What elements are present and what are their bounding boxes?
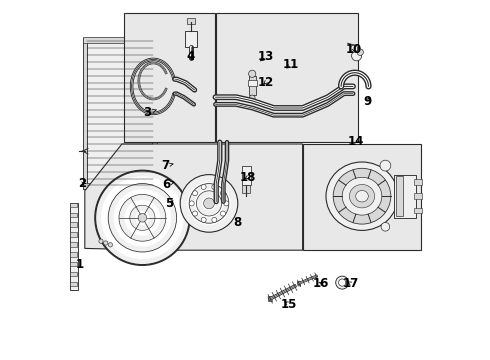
Circle shape xyxy=(180,175,238,232)
Circle shape xyxy=(187,182,231,225)
Circle shape xyxy=(336,276,349,289)
Text: 17: 17 xyxy=(343,277,359,290)
Circle shape xyxy=(201,184,206,189)
Circle shape xyxy=(224,201,229,206)
Text: 13: 13 xyxy=(258,50,274,63)
Bar xyxy=(70,282,77,286)
Polygon shape xyxy=(268,297,272,302)
Bar xyxy=(396,176,403,216)
Bar xyxy=(414,179,422,185)
Bar xyxy=(70,203,77,207)
Ellipse shape xyxy=(326,162,398,230)
Circle shape xyxy=(357,49,364,55)
Text: 2: 2 xyxy=(78,177,86,190)
Circle shape xyxy=(350,45,358,52)
Ellipse shape xyxy=(349,184,374,208)
Text: 4: 4 xyxy=(186,50,195,63)
Circle shape xyxy=(101,176,184,259)
Bar xyxy=(216,13,358,142)
Circle shape xyxy=(339,279,346,286)
Circle shape xyxy=(138,213,147,222)
Circle shape xyxy=(124,200,160,236)
Text: 5: 5 xyxy=(165,197,173,210)
Circle shape xyxy=(130,205,155,230)
Bar xyxy=(303,144,421,250)
Circle shape xyxy=(351,51,362,61)
Text: 6: 6 xyxy=(162,178,174,191)
Polygon shape xyxy=(297,282,301,286)
Bar xyxy=(123,13,216,142)
Text: 8: 8 xyxy=(233,216,241,229)
Circle shape xyxy=(248,70,256,77)
Circle shape xyxy=(212,217,217,222)
Circle shape xyxy=(114,189,171,247)
Text: 16: 16 xyxy=(313,277,329,290)
Bar xyxy=(83,37,157,43)
Circle shape xyxy=(380,160,391,171)
Text: 9: 9 xyxy=(363,95,371,108)
Bar xyxy=(70,203,77,290)
Text: 14: 14 xyxy=(348,135,364,148)
Bar xyxy=(414,193,422,199)
Circle shape xyxy=(220,191,225,196)
Text: 12: 12 xyxy=(258,76,274,89)
Circle shape xyxy=(189,201,194,206)
Bar xyxy=(70,233,77,237)
Ellipse shape xyxy=(342,177,382,215)
Text: 3: 3 xyxy=(143,106,157,119)
Circle shape xyxy=(193,211,197,216)
Circle shape xyxy=(249,95,255,101)
Circle shape xyxy=(204,198,215,209)
Bar xyxy=(85,38,155,189)
Bar xyxy=(215,172,223,180)
Circle shape xyxy=(96,171,189,265)
Bar xyxy=(70,212,77,217)
Circle shape xyxy=(135,211,149,225)
Bar xyxy=(187,18,195,24)
Circle shape xyxy=(193,191,197,196)
Bar xyxy=(215,184,225,194)
Ellipse shape xyxy=(356,190,368,202)
Circle shape xyxy=(108,243,113,247)
Circle shape xyxy=(189,184,229,223)
Text: 1: 1 xyxy=(75,258,83,271)
Bar xyxy=(394,175,416,218)
Text: 10: 10 xyxy=(346,43,362,56)
Bar xyxy=(83,183,157,189)
Circle shape xyxy=(196,191,221,216)
Circle shape xyxy=(201,217,206,222)
Circle shape xyxy=(220,211,225,216)
Polygon shape xyxy=(85,144,303,250)
Bar xyxy=(185,31,197,47)
Bar xyxy=(243,185,250,193)
Bar xyxy=(414,208,422,213)
Bar xyxy=(70,262,77,266)
Circle shape xyxy=(103,241,108,245)
Circle shape xyxy=(119,194,166,241)
Bar xyxy=(70,272,77,276)
Bar xyxy=(248,80,257,86)
Text: 11: 11 xyxy=(283,58,299,71)
Text: 15: 15 xyxy=(281,298,297,311)
Circle shape xyxy=(212,184,217,189)
Circle shape xyxy=(202,196,216,211)
Circle shape xyxy=(381,222,390,231)
Circle shape xyxy=(195,189,223,218)
Bar xyxy=(242,166,251,185)
Bar xyxy=(248,76,256,95)
Circle shape xyxy=(108,184,176,252)
Bar xyxy=(70,222,77,227)
Bar xyxy=(83,38,87,189)
Bar xyxy=(70,242,77,247)
Circle shape xyxy=(99,239,103,243)
Ellipse shape xyxy=(333,168,391,224)
Bar xyxy=(70,252,77,256)
Bar xyxy=(152,38,157,189)
Bar xyxy=(215,161,222,167)
Text: 7: 7 xyxy=(162,159,173,172)
Text: 18: 18 xyxy=(240,171,256,184)
